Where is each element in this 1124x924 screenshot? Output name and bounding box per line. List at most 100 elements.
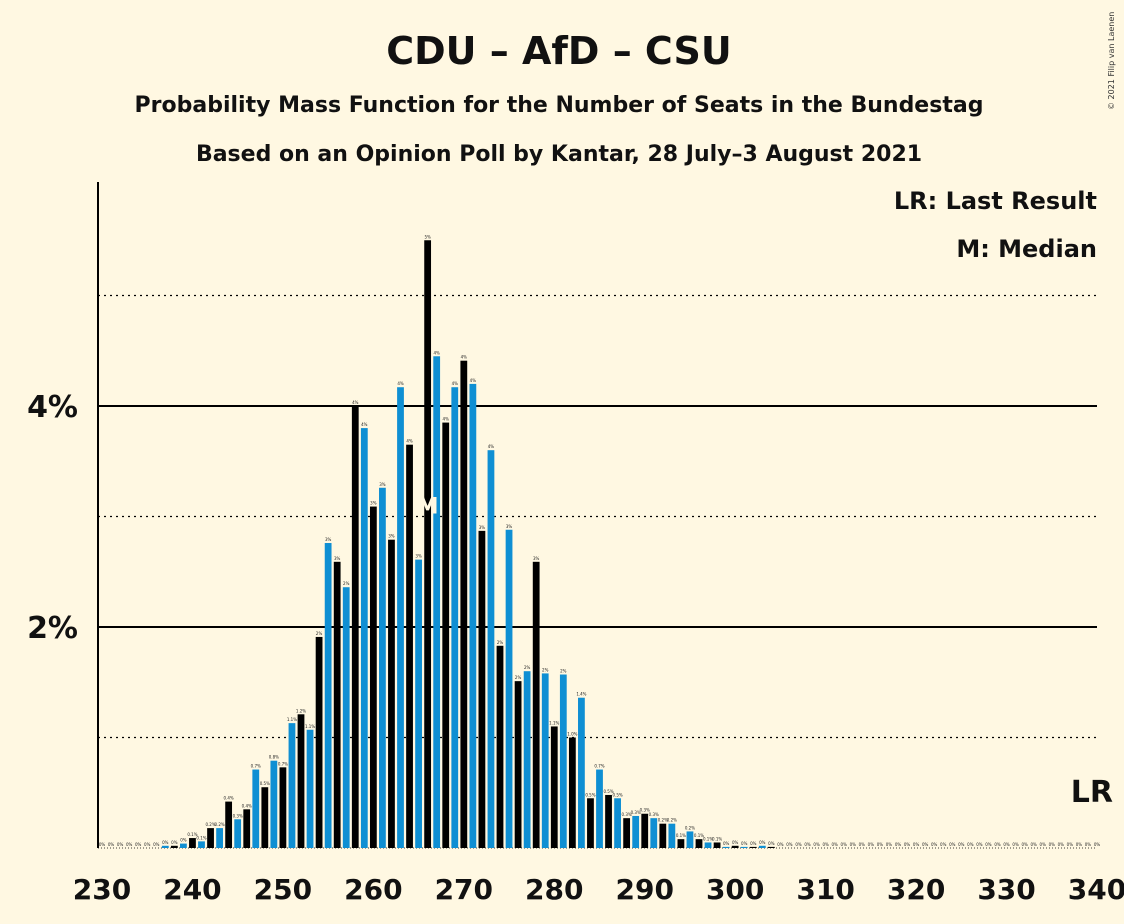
bar-248 — [261, 787, 269, 848]
bar-301 — [740, 846, 748, 848]
x-tick-260: 260 — [344, 873, 402, 906]
bar-258 — [351, 406, 359, 848]
data-label-283: 1.4% — [576, 692, 586, 697]
data-label-248: 0.5% — [260, 781, 270, 786]
bar-279 — [541, 673, 549, 848]
data-label-277: 2% — [524, 665, 531, 670]
chart-subtitle: Probability Mass Function for the Number… — [135, 93, 984, 118]
bar-245 — [234, 819, 242, 848]
data-label-288: 0.3% — [622, 812, 632, 817]
bar-284 — [587, 798, 594, 848]
bar-286 — [605, 794, 612, 848]
data-label-306: 0% — [786, 842, 793, 847]
data-label-318: 0% — [895, 842, 902, 847]
bar-293 — [668, 823, 676, 848]
data-label-246: 0.4% — [242, 803, 252, 808]
data-label-253: 1.1% — [305, 724, 315, 729]
bar-281 — [559, 674, 567, 848]
data-label-337: 0% — [1067, 842, 1074, 847]
bar-257 — [342, 587, 350, 848]
data-label-297: 0.1% — [703, 836, 713, 841]
data-label-240: 0.1% — [187, 832, 197, 837]
data-label-339: 0% — [1085, 842, 1092, 847]
bar-261 — [379, 487, 386, 848]
data-label-304: 0% — [768, 841, 775, 846]
x-tick-230: 230 — [73, 873, 131, 906]
bar-285 — [596, 769, 603, 848]
bar-243 — [216, 828, 223, 848]
bar-295 — [686, 831, 694, 848]
bar-250 — [279, 767, 287, 848]
data-label-326: 0% — [967, 842, 974, 847]
data-label-310: 0% — [822, 842, 829, 847]
data-label-296: 0.1% — [694, 833, 704, 838]
x-tick-330: 330 — [977, 873, 1035, 906]
legend-median: M: Median — [956, 235, 1097, 263]
data-label-274: 2% — [497, 640, 504, 645]
bar-270 — [460, 360, 468, 848]
data-label-293: 0.2% — [667, 818, 677, 823]
data-label-252: 1.2% — [296, 708, 306, 713]
bar-291 — [650, 818, 658, 848]
data-label-261: 3% — [379, 482, 386, 487]
x-tick-280: 280 — [525, 873, 583, 906]
bar-303 — [758, 845, 766, 848]
data-label-275: 3% — [506, 524, 513, 529]
bar-244 — [225, 801, 233, 848]
bar-277 — [523, 671, 531, 848]
bars — [161, 240, 775, 848]
data-label-317: 0% — [886, 842, 893, 847]
bar-276 — [514, 681, 522, 848]
data-label-323: 0% — [940, 842, 947, 847]
data-label-278: 3% — [533, 556, 540, 561]
data-label-327: 0% — [976, 842, 983, 847]
bar-251 — [288, 723, 296, 848]
gridlines — [98, 294, 1097, 849]
data-label-294: 0.1% — [676, 833, 686, 838]
data-label-331: 0% — [1012, 842, 1019, 847]
x-tick-290: 290 — [616, 873, 674, 906]
data-label-330: 0% — [1003, 842, 1010, 847]
x-tick-270: 270 — [435, 873, 493, 906]
data-label-276: 2% — [515, 675, 522, 680]
data-label-284: 0.5% — [585, 792, 595, 797]
data-label-266: 5% — [424, 234, 431, 239]
bar-266 — [424, 240, 432, 848]
data-label-292: 0.2% — [658, 818, 668, 823]
data-label-301: 0% — [741, 841, 748, 846]
bar-264 — [406, 444, 413, 848]
bar-260 — [369, 506, 377, 848]
bar-268 — [442, 422, 450, 848]
data-label-328: 0% — [985, 842, 992, 847]
data-label-260: 3% — [370, 501, 377, 506]
data-label-232: 0% — [117, 842, 124, 847]
bar-256 — [333, 561, 341, 848]
bar-275 — [505, 529, 513, 848]
data-label-267: 4% — [434, 350, 441, 355]
bar-297 — [704, 842, 712, 848]
data-label-302: 0% — [750, 841, 757, 846]
bar-290 — [641, 813, 649, 848]
bar-269 — [451, 387, 459, 848]
data-label-300: 0% — [732, 840, 739, 845]
data-label-315: 0% — [868, 842, 875, 847]
data-label-308: 0% — [804, 842, 811, 847]
data-label-234: 0% — [135, 842, 142, 847]
data-label-321: 0% — [922, 842, 929, 847]
bar-267 — [433, 356, 441, 848]
data-label-334: 0% — [1040, 842, 1047, 847]
data-label-263: 4% — [397, 381, 404, 386]
data-label-256: 3% — [334, 556, 341, 561]
bar-272 — [478, 530, 486, 848]
bar-274 — [496, 645, 504, 848]
bar-262 — [388, 539, 395, 848]
bar-253 — [306, 729, 314, 848]
y-tick-labels: 2% 4% — [27, 390, 78, 646]
last-result-marker: LR — [1071, 775, 1113, 810]
data-label-338: 0% — [1076, 842, 1083, 847]
data-label-262: 3% — [388, 534, 395, 539]
legend-last-result: LR: Last Result — [894, 187, 1097, 215]
bar-302 — [749, 846, 757, 848]
data-label-309: 0% — [813, 842, 820, 847]
bar-247 — [252, 769, 260, 848]
